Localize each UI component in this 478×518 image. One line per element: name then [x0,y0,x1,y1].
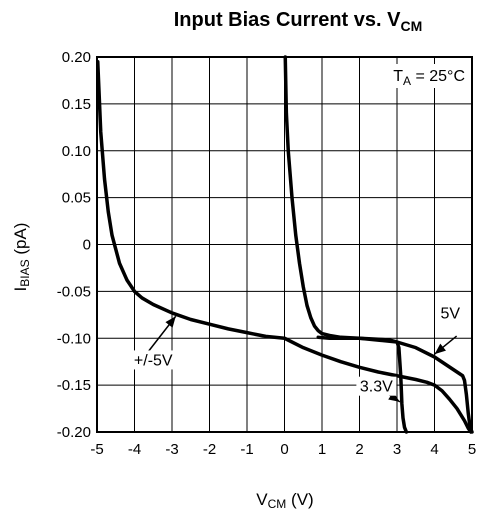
annotation-pm5v-background [128,350,178,370]
temperature-label-background [361,64,467,88]
temperature-label-text: TA = 25°C [393,68,465,88]
temperature-label-subscript: A [403,74,411,88]
x-tick-label: 0 [280,441,288,458]
annotation-3v3: 3.3V [360,379,393,396]
x-tick-label: -5 [90,441,103,458]
temperature-label-rest: = 25°C [411,68,465,85]
annotation-pm5v-arrowhead [165,316,176,328]
y-tick-label: -0.10 [57,330,91,347]
series-line-5v [96,59,473,434]
annotation-5v-arrowhead [434,343,446,355]
annotation-3v3-arrowhead [388,392,400,402]
y-tick-label: 0.20 [62,49,91,66]
annotation-layer: +/-5V 5V 3.3V [128,303,462,403]
x-axis-label-subscript: CM [268,497,287,511]
y-tick-label: -0.20 [57,424,91,441]
y-tick-label: 0 [83,237,91,254]
x-axis-label: VCM (V) [256,490,313,511]
y-tick-label: 0.15 [62,96,91,113]
annotation-5v-background [439,303,462,323]
x-tick-label: 1 [318,441,326,458]
x-axis-label-main: V [256,490,268,509]
y-axis-label-subscript: BIAS [18,259,32,286]
x-tick-label: 2 [355,441,363,458]
x-tick-label: -4 [128,441,141,458]
grid-layer [96,56,473,433]
plot-frame [96,56,473,433]
x-tick-label: 5 [468,441,476,458]
x-tick-label: -2 [203,441,216,458]
tick-labels: -5 -4 -3 -2 -1 0 1 2 3 4 5 0.20 0.15 0.10 0.05 0 -0.05 -0… [57,49,476,458]
x-axis-label-unit: (V) [286,490,313,509]
y-tick-label: -0.05 [57,283,91,300]
y-axis-label-main: I [11,287,30,292]
y-axis-label-unit: (pA) [11,223,30,260]
chart-title-subscript: CM [400,18,422,34]
y-tick-label: 0.05 [62,190,91,207]
y-tick-label: -0.15 [57,377,91,394]
temperature-label-main: T [393,68,403,85]
x-tick-label: 3 [393,441,401,458]
annotation-3v3-background [356,376,397,396]
chart-title-main: Input Bias Current vs. V [174,9,401,31]
annotation-pm5v: +/-5V [134,352,173,369]
temperature-label: TA = 25°C [361,64,467,88]
x-tick-label: -1 [240,441,253,458]
x-tick-label: 4 [430,441,438,458]
x-tick-label: -3 [165,441,178,458]
chart-title: Input Bias Current vs. VCM [174,9,423,34]
y-axis-label: IBIAS (pA) [11,223,32,292]
curve-layer [96,55,474,434]
y-tick-label: 0.10 [62,143,91,160]
annotation-5v: 5V [440,306,460,323]
series-line-3-3v [316,335,409,434]
